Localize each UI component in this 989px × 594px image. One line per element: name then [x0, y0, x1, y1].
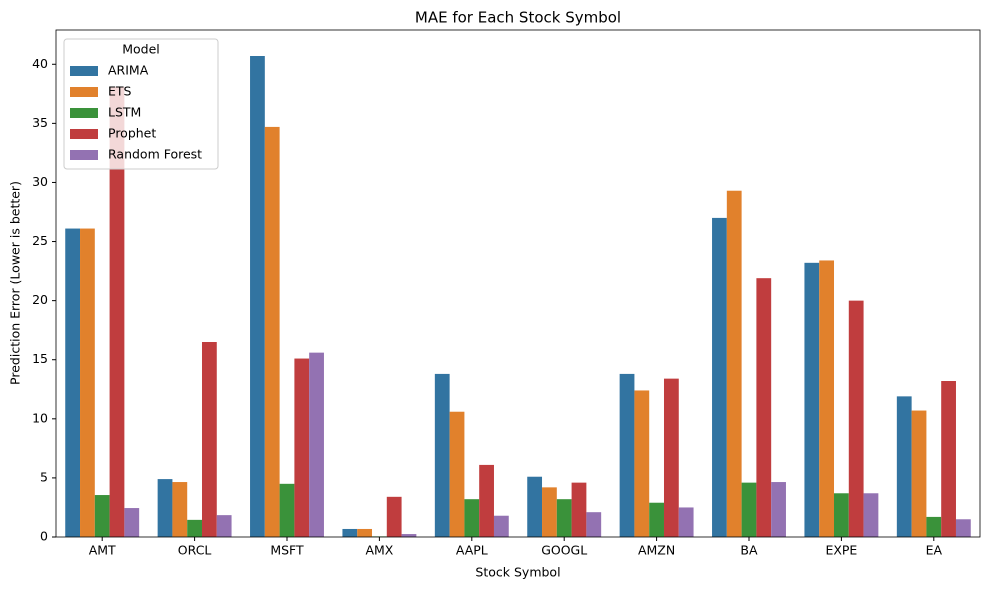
x-tick-label: GOOGL	[541, 543, 587, 558]
bar	[493, 515, 509, 537]
bar	[434, 373, 450, 537]
x-tick-label: EXPE	[825, 543, 857, 558]
bar	[449, 411, 465, 537]
y-tick-label: 25	[32, 233, 48, 248]
bar	[542, 487, 557, 537]
bar	[941, 381, 956, 537]
bar	[216, 515, 232, 537]
bar	[756, 278, 772, 537]
legend-label: LSTM	[108, 105, 141, 120]
x-tick-label: MSFT	[270, 543, 304, 558]
bar	[678, 507, 694, 537]
legend-label: Prophet	[108, 126, 156, 141]
legend-swatch	[70, 108, 98, 118]
x-tick-label: AMZN	[638, 543, 675, 558]
bar	[663, 378, 679, 537]
legend: Model ARIMA ETS LSTM Prophet Random Forest	[63, 38, 219, 170]
x-tick-label: BA	[740, 543, 758, 558]
y-tick-label: 15	[32, 351, 48, 366]
bar	[726, 190, 742, 537]
chart-title: MAE for Each Stock Symbol	[415, 9, 621, 27]
bar	[819, 260, 835, 537]
legend-label: ETS	[108, 84, 132, 99]
bar	[649, 502, 664, 537]
legend-swatch	[70, 66, 98, 76]
bar	[771, 482, 786, 537]
y-axis-label: Prediction Error (Lower is better)	[8, 181, 23, 385]
bar	[741, 482, 757, 537]
bar	[94, 495, 110, 537]
bar	[109, 86, 125, 538]
bar	[201, 342, 217, 537]
bar	[955, 519, 971, 537]
bar	[896, 396, 912, 537]
bar	[357, 528, 373, 537]
bar	[80, 228, 95, 537]
bar	[294, 358, 310, 537]
x-tick-label: AMX	[365, 543, 393, 558]
bar	[527, 476, 543, 537]
bar	[386, 496, 402, 537]
legend-box	[63, 38, 219, 170]
bar	[279, 483, 295, 537]
bar	[157, 479, 173, 537]
bar	[834, 493, 849, 537]
bar	[619, 373, 635, 537]
bar	[172, 482, 188, 537]
y-tick-label: 5	[40, 469, 48, 484]
bar	[479, 464, 494, 537]
bar	[309, 352, 324, 537]
bar	[848, 300, 864, 537]
y-tick-label: 30	[32, 174, 48, 189]
bar	[586, 512, 602, 537]
y-tick-label: 40	[32, 56, 48, 71]
legend-swatch	[70, 87, 98, 97]
bar	[464, 499, 480, 537]
x-tick-label: AMT	[89, 543, 116, 558]
bar	[401, 534, 417, 537]
bar	[250, 56, 265, 537]
legend-label: Random Forest	[108, 147, 202, 162]
bar	[556, 499, 572, 537]
bar	[187, 519, 202, 537]
legend-label: ARIMA	[108, 63, 149, 78]
legend-swatch	[70, 129, 98, 139]
x-axis-label: Stock Symbol	[475, 565, 560, 580]
x-tick-label: AAPL	[456, 543, 488, 558]
bar	[65, 228, 81, 537]
bar	[926, 516, 942, 537]
plot-frame	[55, 29, 981, 538]
legend-title: Model	[122, 42, 160, 57]
bar	[712, 217, 727, 537]
bar	[124, 508, 140, 537]
y-tick-label: 35	[32, 115, 48, 130]
y-tick-label: 0	[40, 529, 48, 544]
bar	[911, 410, 927, 537]
bar	[804, 262, 820, 537]
bar	[571, 482, 587, 537]
bar	[342, 528, 358, 537]
bar	[634, 390, 650, 537]
bar	[264, 126, 280, 537]
x-tick-label: EA	[926, 543, 943, 558]
bar	[863, 493, 879, 537]
y-tick-label: 20	[32, 292, 48, 307]
x-tick-label: ORCL	[178, 543, 212, 558]
y-tick-label: 10	[32, 410, 48, 425]
legend-swatch	[70, 150, 98, 160]
